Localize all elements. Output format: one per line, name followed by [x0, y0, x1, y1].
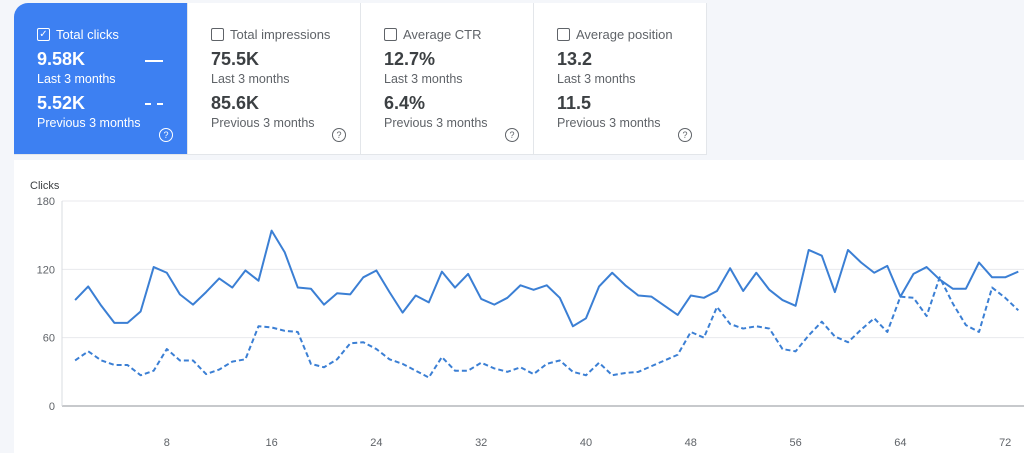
x-tick-label: 24 — [370, 437, 382, 449]
x-tick-label: 32 — [475, 437, 487, 449]
metric-previous-period: Previous 3 months — [384, 116, 488, 130]
y-tick-label: 120 — [37, 264, 55, 276]
x-tick-label: 40 — [580, 437, 592, 449]
metric-label: Average CTR — [403, 26, 482, 42]
y-tick-label: 60 — [43, 333, 55, 345]
metric-previous-value: 5.52K — [37, 93, 86, 113]
metric-current-period: Last 3 months — [384, 72, 463, 86]
help-icon[interactable]: ? — [678, 128, 692, 142]
x-tick-label: 56 — [789, 437, 801, 449]
y-tick-label: 180 — [37, 196, 55, 208]
metric-card-total-clicks[interactable]: ✓ Total clicks 9.58K Last 3 months 5.52K … — [14, 3, 188, 155]
x-tick-label: 48 — [685, 437, 697, 449]
checkbox[interactable] — [384, 27, 397, 41]
help-icon[interactable]: ? — [332, 128, 346, 142]
y-tick-label: 0 — [49, 401, 55, 413]
metric-current-period: Last 3 months — [211, 72, 290, 86]
metric-current-period: Last 3 months — [37, 72, 116, 86]
legend-dashed-line-icon — [145, 103, 163, 105]
x-tick-label: 72 — [999, 437, 1011, 449]
y-axis-title: Clicks — [30, 180, 60, 192]
metric-previous-value: 6.4% — [384, 93, 426, 113]
metric-card-average-position[interactable]: Average position 13.2 Last 3 months 11.5… — [534, 3, 707, 155]
checkbox[interactable]: ✓ — [37, 27, 50, 41]
metric-cards: ✓ Total clicks 9.58K Last 3 months 5.52K … — [14, 3, 707, 155]
x-tick-label: 64 — [894, 437, 906, 449]
help-icon[interactable]: ? — [505, 128, 519, 142]
series-line-solid — [74, 229, 1019, 328]
metric-card-average-ctr[interactable]: Average CTR 12.7% Last 3 months 6.4% Pre… — [361, 3, 534, 155]
metric-label: Average position — [576, 26, 673, 42]
metric-previous-period: Previous 3 months — [37, 116, 141, 130]
metric-current-value: 12.7% — [384, 49, 436, 69]
metric-previous-value: 85.6K — [211, 93, 260, 113]
metric-current-value: 13.2 — [557, 49, 593, 69]
x-tick-label: 8 — [164, 437, 170, 449]
metric-label: Total clicks — [56, 26, 119, 42]
help-icon[interactable]: ? — [159, 128, 173, 142]
series-line-dashed — [74, 276, 1019, 379]
metric-current-period: Last 3 months — [557, 72, 636, 86]
checkbox[interactable] — [211, 27, 224, 41]
metric-label: Total impressions — [230, 26, 331, 42]
metric-previous-period: Previous 3 months — [211, 116, 315, 130]
legend-solid-line-icon — [145, 60, 163, 62]
metric-current-value: 9.58K — [37, 49, 86, 69]
checkbox[interactable] — [557, 27, 570, 41]
metric-card-total-impressions[interactable]: Total impressions 75.5K Last 3 months 85… — [188, 3, 361, 155]
metric-current-value: 75.5K — [211, 49, 260, 69]
x-tick-label: 16 — [265, 437, 277, 449]
metric-previous-period: Previous 3 months — [557, 116, 661, 130]
metric-previous-value: 11.5 — [557, 93, 592, 113]
chart-panel — [14, 160, 1024, 453]
